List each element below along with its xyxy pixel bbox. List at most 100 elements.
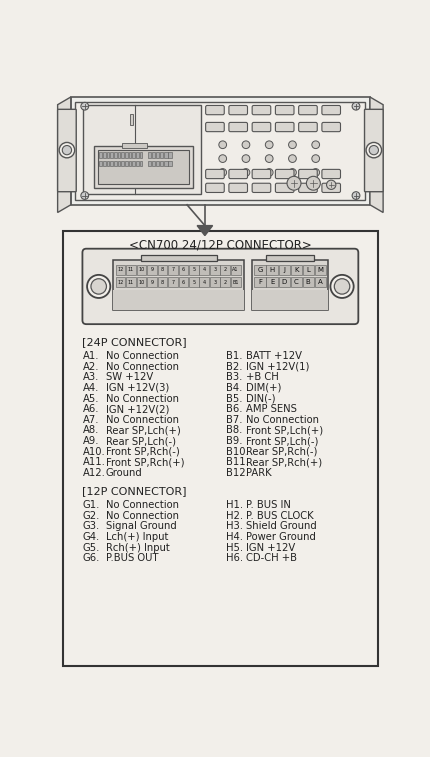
Text: B1: B1 (233, 279, 239, 285)
FancyBboxPatch shape (229, 123, 248, 132)
Text: 4: 4 (203, 267, 206, 273)
Text: B3.: B3. (226, 372, 242, 382)
Text: B: B (306, 279, 310, 285)
Circle shape (87, 275, 111, 298)
Circle shape (59, 142, 75, 157)
Bar (111, 161, 113, 167)
FancyBboxPatch shape (206, 105, 224, 115)
Text: Rear SP,Lch(-): Rear SP,Lch(-) (106, 436, 176, 446)
Text: AMP SENS: AMP SENS (246, 404, 297, 414)
FancyBboxPatch shape (322, 183, 341, 192)
Bar (148, 161, 151, 167)
Text: 7: 7 (171, 267, 175, 273)
Circle shape (330, 275, 353, 298)
Circle shape (326, 180, 336, 189)
Text: IGN +12V(3): IGN +12V(3) (106, 383, 169, 393)
Circle shape (307, 176, 320, 190)
Text: 2: 2 (224, 267, 227, 273)
Text: DIM(+): DIM(+) (246, 383, 281, 393)
Text: A1: A1 (233, 267, 239, 273)
FancyBboxPatch shape (229, 105, 248, 115)
Text: BATT +12V: BATT +12V (246, 351, 302, 361)
FancyBboxPatch shape (275, 123, 294, 132)
Text: H5.: H5. (226, 543, 243, 553)
Text: 3: 3 (213, 267, 216, 273)
Bar (94, 146, 193, 188)
Text: G5.: G5. (83, 543, 100, 553)
Text: M: M (317, 267, 323, 273)
Bar (267, 265, 278, 275)
Bar (147, 265, 157, 275)
Bar (160, 152, 163, 157)
Text: B11.: B11. (226, 457, 249, 467)
Text: H6.: H6. (226, 553, 243, 563)
FancyBboxPatch shape (252, 170, 271, 179)
Bar (220, 265, 230, 275)
Text: Power Ground: Power Ground (246, 532, 316, 542)
Bar (200, 265, 209, 275)
Bar (314, 265, 326, 275)
Bar (147, 277, 157, 287)
Text: B1.: B1. (226, 351, 242, 361)
Bar (136, 161, 138, 167)
Circle shape (369, 145, 378, 154)
FancyBboxPatch shape (83, 249, 358, 324)
Bar (132, 152, 135, 157)
Text: 2: 2 (224, 279, 227, 285)
FancyBboxPatch shape (275, 183, 294, 192)
Bar (125, 161, 128, 167)
Bar (210, 277, 220, 287)
Text: B6.: B6. (226, 404, 242, 414)
Bar (140, 152, 142, 157)
Bar (126, 265, 136, 275)
Text: G4.: G4. (83, 532, 100, 542)
Bar (141, 255, 216, 261)
Text: 5: 5 (192, 279, 195, 285)
FancyBboxPatch shape (206, 183, 224, 192)
Circle shape (312, 169, 319, 176)
Bar (231, 277, 240, 287)
Text: P. BUS CLOCK: P. BUS CLOCK (246, 511, 313, 521)
Bar (158, 277, 167, 287)
Text: 3: 3 (213, 279, 216, 285)
Text: L: L (306, 267, 310, 273)
FancyBboxPatch shape (252, 183, 271, 192)
Text: IGN +12V(2): IGN +12V(2) (106, 404, 169, 414)
Bar (129, 152, 131, 157)
Bar (75, 101, 366, 200)
Circle shape (81, 192, 89, 199)
Bar (129, 161, 131, 167)
Text: DIN(-): DIN(-) (246, 394, 276, 403)
FancyBboxPatch shape (299, 105, 317, 115)
Text: 11: 11 (128, 279, 134, 285)
Text: <CN700 24/12P CONNECTOR>: <CN700 24/12P CONNECTOR> (129, 238, 312, 251)
Bar (169, 152, 172, 157)
Polygon shape (58, 97, 71, 213)
Bar (107, 161, 110, 167)
Polygon shape (71, 97, 370, 205)
Bar (118, 161, 120, 167)
Bar (252, 260, 328, 310)
Text: 9: 9 (150, 267, 154, 273)
Text: No Connection: No Connection (106, 362, 179, 372)
Text: No Connection: No Connection (106, 394, 179, 403)
Circle shape (81, 102, 89, 110)
Text: Rch(+) Input: Rch(+) Input (106, 543, 169, 553)
Text: 4: 4 (203, 279, 206, 285)
Bar (200, 277, 209, 287)
Circle shape (265, 141, 273, 148)
Text: B12.: B12. (226, 468, 249, 478)
Bar (158, 265, 167, 275)
Bar (103, 161, 106, 167)
Bar (98, 150, 189, 184)
Text: Front SP,Rch(-): Front SP,Rch(-) (106, 447, 179, 456)
Bar (279, 277, 290, 287)
Text: 12: 12 (117, 279, 124, 285)
Bar (114, 260, 244, 310)
Circle shape (289, 141, 296, 148)
Text: G1.: G1. (83, 500, 100, 510)
Text: Front SP,Rch(+): Front SP,Rch(+) (106, 457, 184, 467)
Bar (137, 265, 146, 275)
Circle shape (366, 142, 381, 157)
FancyBboxPatch shape (252, 123, 271, 132)
